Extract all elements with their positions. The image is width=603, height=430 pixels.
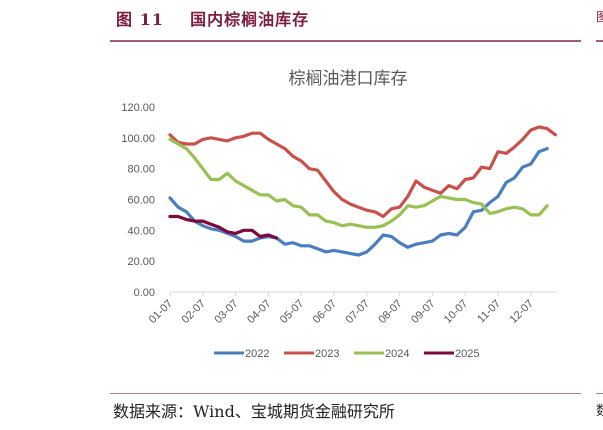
legend-item-2024: 2024 [354,348,409,360]
x-tick-label: 09-07 [409,298,437,326]
legend-item-2025: 2025 [424,348,479,360]
source-divider [110,393,581,394]
figure-caption: 国内棕榈油库存 [190,10,310,29]
y-axis: 0.00 20.00 40.00 60.00 80.00 100.00 120.00 [121,102,155,299]
x-tick-label: 03-07 [212,298,240,326]
x-axis: 01-07 02-07 03-07 04-07 05-07 06-07 07-07 08-07… [147,291,557,326]
legend-label: 2025 [455,348,479,360]
legend-label: 2024 [385,348,409,360]
y-tick-label: 120.00 [121,102,155,114]
legend-label: 2023 [315,348,339,360]
series-lines [168,125,558,257]
x-tick-label: 05-07 [278,298,306,326]
x-tick-label: 07-07 [344,298,372,326]
y-tick-label: 20.00 [127,256,155,268]
figure-title: 图 11 国内棕榈油库存 [116,6,309,30]
legend: 2022 2023 2024 2025 [214,348,479,360]
adjacent-divider [596,40,603,42]
x-tick-label: 06-07 [311,298,339,326]
data-source: 数据来源：Wind、宝城期货金融研究所 [113,402,395,421]
x-tick-label: 08-07 [376,298,404,326]
figure-label: 图 11 [116,10,164,29]
y-tick-label: 40.00 [127,225,155,237]
x-tick-label: 01-07 [147,298,175,326]
x-tick-label: 10-07 [442,298,470,326]
adjacent-divider-bottom [596,393,603,394]
legend-label: 2022 [245,348,269,360]
series-2025-line [168,214,279,240]
x-tick-label: 04-07 [245,298,273,326]
y-tick-label: 100.00 [121,133,155,145]
series-2023-line [168,125,558,219]
adjacent-page-fragment-bottom: 数 [596,404,603,419]
legend-item-2022: 2022 [214,348,269,360]
series-2024-line [168,137,549,229]
x-tick-label: 11-07 [475,298,503,326]
y-tick-label: 60.00 [127,195,155,207]
x-tick-label: 02-07 [180,298,208,326]
title-divider [110,40,581,42]
chart-title: 棕榈油港口库存 [289,69,408,88]
legend-item-2023: 2023 [284,348,339,360]
y-tick-label: 0.00 [134,287,155,299]
adjacent-page-fragment: 图 [596,10,603,24]
y-tick-label: 80.00 [127,164,155,176]
x-tick-label: 12-07 [508,298,536,326]
